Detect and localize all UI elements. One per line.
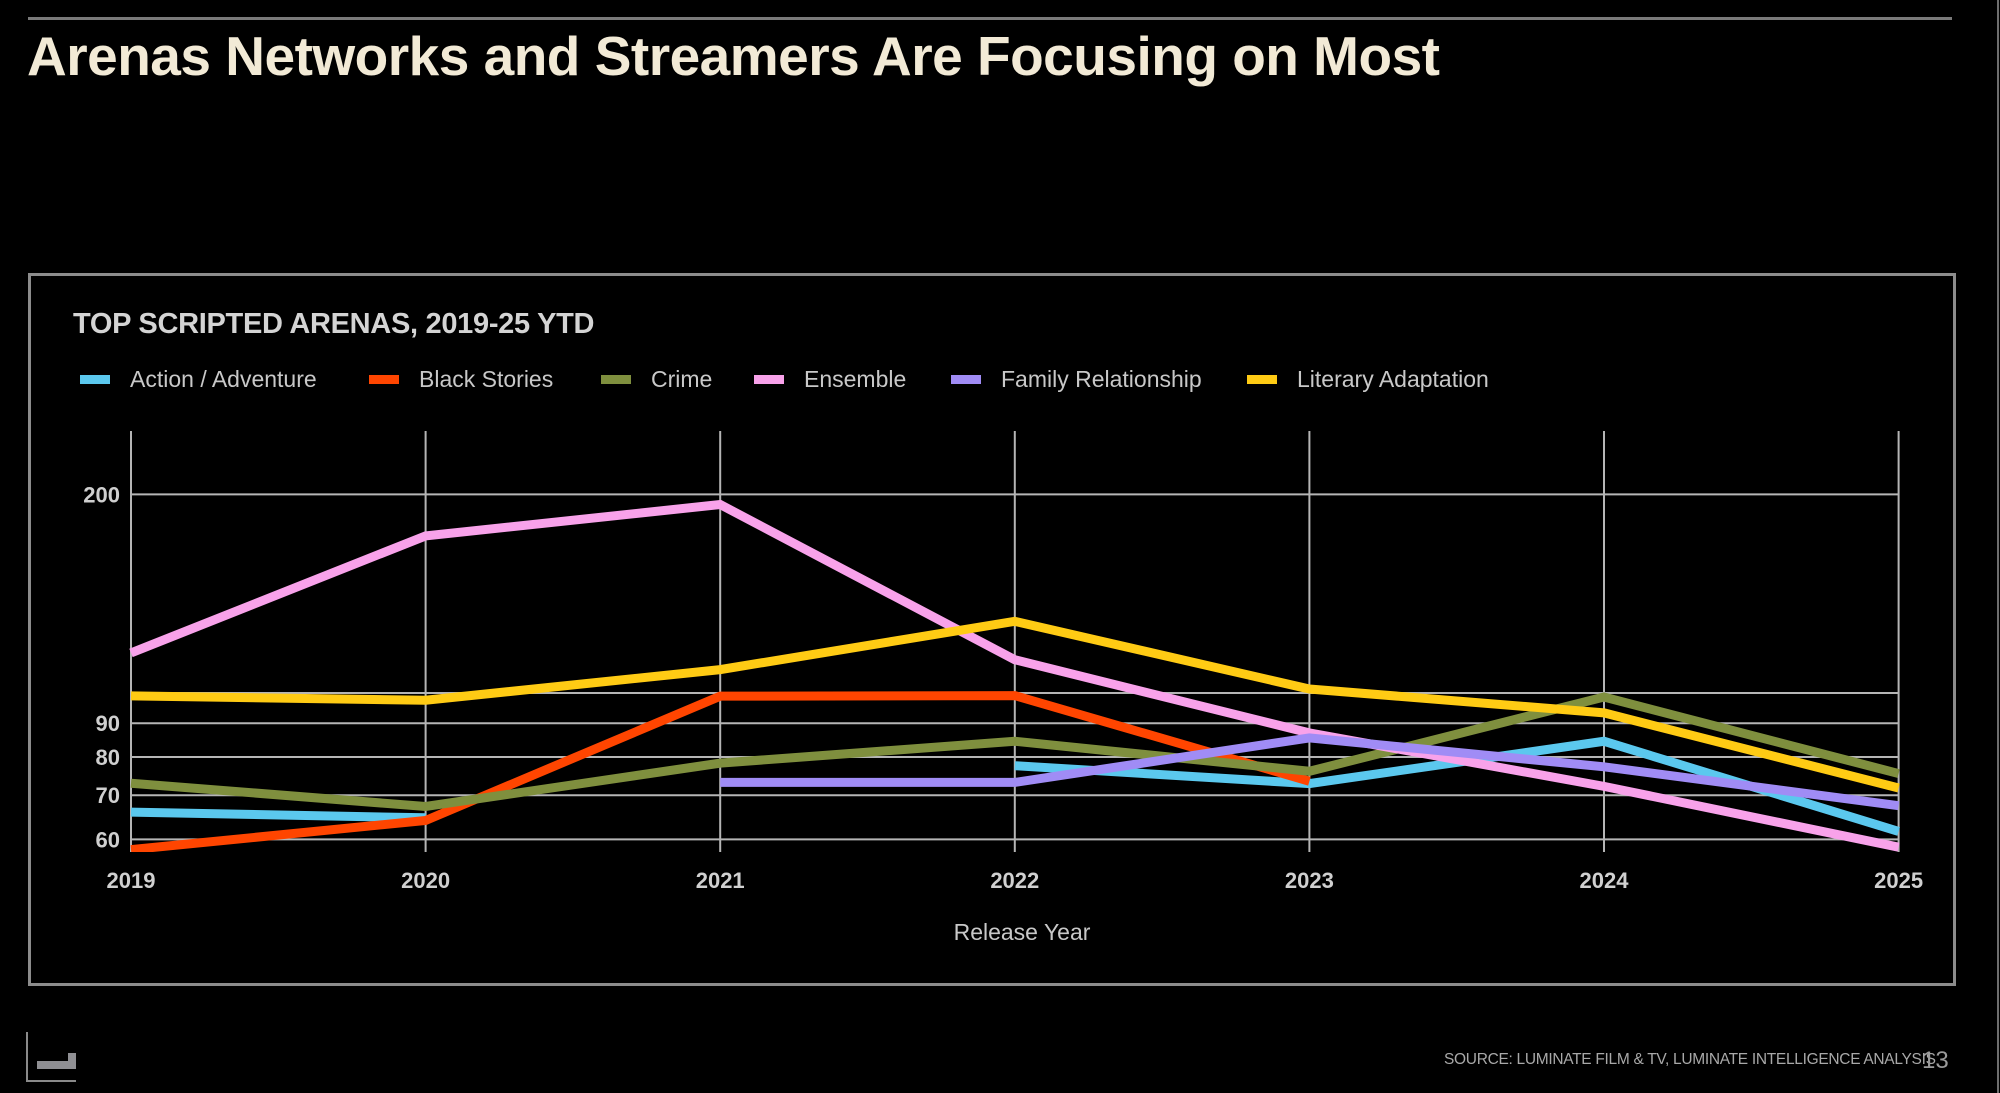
legend-item[interactable]: Ensemble [754, 365, 906, 393]
chart-frame [28, 273, 1956, 986]
x-tick-label: 2022 [990, 868, 1039, 893]
legend-swatch [754, 374, 784, 384]
series-line-literary-adaptation [130, 616, 1900, 793]
x-tick-label: 2019 [107, 868, 156, 893]
y-tick-label: 70 [96, 783, 120, 808]
x-tick-label: 2021 [696, 868, 745, 893]
y-tick-label: 200 [83, 482, 120, 507]
luminate-logo-icon [26, 1032, 78, 1084]
legend-swatch [601, 374, 631, 384]
right-edge-divider [1997, 0, 1999, 1093]
legend-swatch [951, 374, 981, 384]
series-line-action-adventure [130, 807, 426, 823]
legend-item[interactable]: Action / Adventure [80, 365, 317, 393]
legend-swatch [369, 374, 399, 384]
page-title: Arenas Networks and Streamers Are Focusi… [27, 25, 1440, 87]
legend-item[interactable]: Black Stories [369, 365, 553, 393]
x-axis-title: Release Year [954, 919, 1091, 945]
x-tick-label: 2025 [1874, 868, 1923, 893]
legend-label: Ensemble [804, 365, 907, 392]
series-line-ensemble [129, 499, 1900, 852]
chart-title: TOP SCRIPTED ARENAS, 2019-25 YTD [73, 308, 595, 340]
legend-item[interactable]: Family Relationship [951, 365, 1202, 393]
legend-label: Action / Adventure [130, 365, 317, 392]
legend-item[interactable]: Crime [601, 365, 712, 393]
legend-label: Literary Adaptation [1297, 365, 1489, 392]
top-divider [28, 17, 1952, 20]
legend-label: Black Stories [419, 365, 554, 392]
series-line-crime [130, 692, 1900, 812]
series-line-family-relationship [720, 733, 1900, 811]
x-tick-label: 2023 [1285, 868, 1334, 893]
legend-swatch [1247, 374, 1277, 384]
legend-label: Family Relationship [1001, 365, 1202, 392]
y-tick-label: 60 [96, 827, 120, 852]
y-tick-label: 80 [96, 745, 120, 770]
page-number: 13 [1922, 1047, 1949, 1074]
legend-item[interactable]: Literary Adaptation [1247, 365, 1489, 393]
x-tick-label: 2020 [401, 868, 450, 893]
legend-label: Crime [651, 365, 713, 392]
legend-swatch [80, 374, 110, 384]
series-line-black-stories [130, 691, 1311, 852]
source-note: SOURCE: LUMINATE FILM & TV, LUMINATE INT… [1444, 1051, 1936, 1068]
y-tick-label: 90 [96, 711, 120, 736]
x-tick-label: 2024 [1580, 868, 1630, 893]
